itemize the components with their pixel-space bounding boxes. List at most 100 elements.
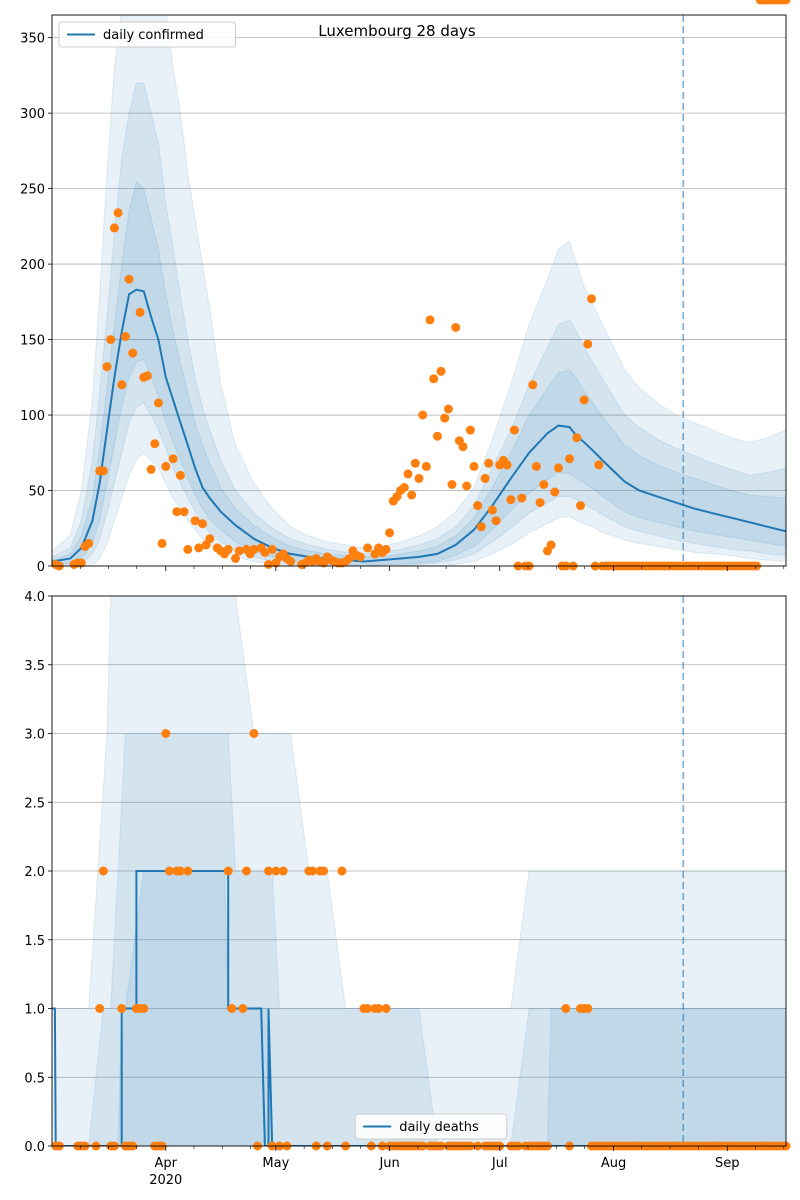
data-point — [399, 483, 409, 492]
data-point — [565, 454, 574, 464]
y-tick-label: 1.5 — [24, 934, 45, 949]
y-tick-label: 4.0 — [24, 590, 45, 605]
data-point — [429, 374, 439, 384]
data-point — [476, 522, 486, 532]
data-point — [286, 557, 296, 566]
data-point — [480, 473, 490, 483]
data-point — [587, 294, 596, 304]
x-tick-label: Aug — [601, 1156, 626, 1171]
data-point — [98, 866, 108, 876]
data-point — [374, 1004, 384, 1013]
data-point — [106, 335, 116, 345]
data-point — [447, 480, 457, 489]
data-point — [227, 1004, 237, 1013]
data-point — [161, 729, 171, 738]
data-point — [421, 461, 431, 471]
data-point — [561, 1004, 571, 1013]
data-point — [440, 413, 450, 423]
y-tick-label: 200 — [20, 258, 45, 273]
y-tick-label: 0.0 — [24, 1140, 45, 1155]
data-point — [264, 866, 273, 876]
axes-frame — [51, 595, 787, 1147]
chart-title: Luxembourg 28 days — [318, 22, 476, 40]
data-point — [462, 481, 472, 491]
data-point — [319, 866, 329, 876]
data-point — [179, 507, 189, 517]
data-point — [425, 315, 435, 325]
x-tick-label: May — [262, 1156, 289, 1171]
y-tick-label: 1.0 — [24, 1003, 45, 1018]
legend-label: daily deaths — [399, 1120, 479, 1135]
y-tick-label: 0.5 — [24, 1071, 45, 1086]
data-point — [146, 464, 156, 474]
y-tick-label: 300 — [20, 107, 45, 122]
y-tick-label: 3.5 — [24, 659, 45, 674]
data-point — [355, 552, 365, 562]
data-point — [517, 493, 527, 503]
y-tick-label: 150 — [20, 334, 45, 349]
data-point — [528, 380, 538, 390]
series-line — [52, 288, 786, 563]
data-point — [531, 461, 541, 471]
data-point — [183, 866, 193, 876]
plot-area — [52, 15, 786, 566]
confirmed-panel: 0 50 100 150 200 250 300 350 daily confirmed — [20, 0, 791, 575]
confidence-band — [52, 15, 786, 566]
data-point — [231, 554, 240, 563]
data-point — [407, 490, 417, 500]
legend: daily deaths — [354, 1113, 508, 1140]
y-tick-label: 2.5 — [24, 796, 45, 811]
confidence-band — [52, 82, 786, 566]
data-point — [249, 729, 259, 738]
y-tick-label: 250 — [20, 183, 45, 198]
data-point — [458, 442, 468, 452]
data-point — [157, 538, 167, 548]
data-point — [249, 544, 259, 554]
data-point — [344, 554, 354, 563]
data-point — [109, 223, 119, 233]
data-point — [579, 395, 589, 405]
data-point — [381, 1004, 391, 1013]
data-point — [410, 458, 420, 468]
confidence-band — [52, 180, 786, 566]
data-point — [576, 501, 585, 511]
data-point — [117, 380, 127, 390]
data-point — [502, 460, 512, 470]
x-tick-label: Jul — [491, 1156, 508, 1171]
x-tick-sublabel: 2020 — [149, 1173, 182, 1188]
data-point — [190, 516, 200, 526]
data-point — [451, 323, 461, 332]
x-tick-label: Jun — [378, 1156, 399, 1171]
data-point — [487, 505, 497, 515]
x-tick-label: Apr — [155, 1156, 178, 1171]
data-point — [161, 461, 171, 471]
confidence-band — [52, 733, 786, 1146]
data-point — [443, 404, 453, 414]
data-point — [242, 866, 251, 876]
data-point — [264, 560, 273, 569]
data-point — [550, 487, 560, 497]
data-point — [172, 507, 182, 517]
data-point — [164, 866, 174, 876]
data-point — [539, 480, 549, 489]
data-point — [95, 1004, 105, 1013]
data-point — [153, 398, 163, 408]
data-point — [418, 410, 428, 420]
data-point — [583, 1004, 593, 1013]
data-point — [278, 866, 288, 876]
legend-label: daily confirmed — [103, 28, 204, 43]
data-point — [484, 458, 494, 468]
data-point — [308, 866, 318, 876]
data-point — [432, 431, 442, 441]
data-point — [168, 454, 178, 464]
data-point — [84, 538, 94, 548]
data-point — [583, 339, 593, 349]
data-point — [128, 348, 138, 358]
data-point — [139, 1004, 149, 1013]
data-point — [403, 469, 413, 479]
data-point — [223, 544, 233, 554]
data-point — [267, 544, 277, 554]
legend-box — [354, 1113, 508, 1140]
y-tick-label: 50 — [28, 485, 45, 500]
